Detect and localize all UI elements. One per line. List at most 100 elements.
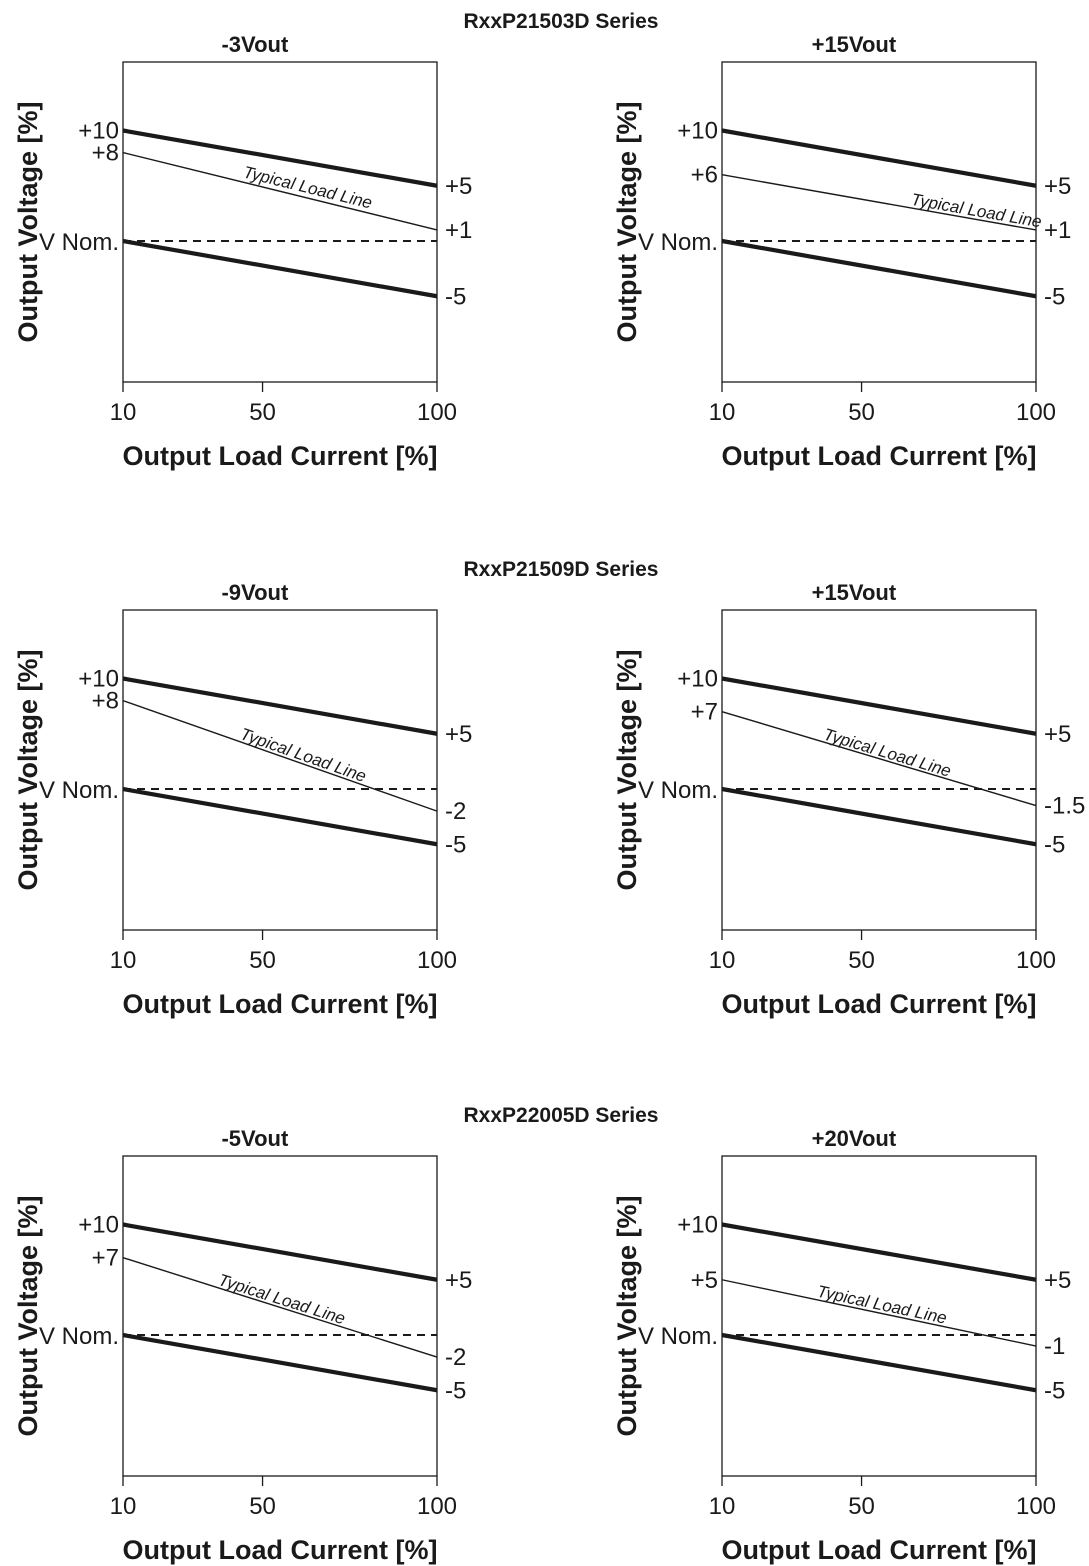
end-value-label: +1: [445, 217, 472, 244]
panel-title: +15Vout: [812, 32, 897, 57]
x-axis-label: Output Load Current [%]: [722, 441, 1037, 471]
nominal-label: V Nom.: [638, 777, 718, 804]
chart-panel: +15Vout +10 +5 +7 -1.5 Typical Load Line -5 V N…: [612, 580, 1085, 1019]
typical-load-line-label: Typical Load Line: [821, 725, 953, 781]
typical-load-line: [122, 1256, 438, 1358]
x-tick-label: 100: [1016, 1493, 1056, 1520]
end-value-label: -5: [1044, 283, 1065, 310]
x-tick-label: 10: [110, 947, 137, 974]
series-title: RxxP21503D Series: [464, 10, 659, 33]
x-axis-label: Output Load Current [%]: [123, 989, 438, 1019]
y-axis-label: Output Voltage [%]: [13, 1196, 43, 1437]
x-tick-label: 10: [110, 1493, 137, 1520]
plot-frame: [122, 61, 438, 383]
x-tick-label: 10: [110, 399, 137, 426]
x-tick-label: 50: [249, 399, 276, 426]
x-tick-label: 100: [417, 947, 457, 974]
typical-load-line-label: Typical Load Line: [910, 190, 1043, 232]
x-tick-label: 50: [848, 399, 875, 426]
panel-title: +15Vout: [812, 580, 897, 605]
limit-line: [721, 1222, 1037, 1282]
x-tick-label: 50: [249, 1493, 276, 1520]
x-tick-label: 10: [709, 947, 736, 974]
end-value-label: -5: [1044, 831, 1065, 858]
panel-title: -5Vout: [221, 1126, 288, 1151]
x-axis-label: Output Load Current [%]: [722, 989, 1037, 1019]
x-tick-label: 10: [709, 399, 736, 426]
nominal-label: V Nom.: [39, 777, 119, 804]
x-tick-label: 100: [417, 1493, 457, 1520]
x-tick-label: 100: [1016, 399, 1056, 426]
x-axis-label: Output Load Current [%]: [123, 441, 438, 471]
typical-load-line-label: Typical Load Line: [216, 1270, 348, 1328]
limit-line: [122, 676, 438, 736]
y-axis-label: Output Voltage [%]: [612, 650, 642, 891]
end-value-label: +5: [445, 173, 472, 200]
start-value-label: +7: [691, 699, 718, 726]
start-value-label: +10: [677, 118, 718, 145]
start-value-label: +8: [92, 688, 119, 715]
nominal-label: V Nom.: [638, 229, 718, 256]
limit-line: [122, 786, 438, 847]
series-title: RxxP22005D Series: [464, 1104, 659, 1127]
chart-panel: -9Vout +10 +5 +8 -2 Typical Load Line -5 V Nom.…: [13, 580, 472, 1019]
limit-line: [721, 676, 1037, 736]
x-axis-label: Output Load Current [%]: [722, 1535, 1037, 1565]
start-value-label: +6: [691, 162, 718, 189]
limit-line: [122, 238, 438, 299]
plot-frame: [721, 609, 1037, 931]
end-value-label: -5: [1044, 1377, 1065, 1404]
limit-line: [122, 128, 438, 188]
x-tick-label: 10: [709, 1493, 736, 1520]
end-value-label: -1: [1044, 1333, 1065, 1360]
y-axis-label: Output Voltage [%]: [13, 650, 43, 891]
y-axis-label: Output Voltage [%]: [612, 1196, 642, 1437]
end-value-label: -5: [445, 283, 466, 310]
plot-frame: [721, 61, 1037, 383]
plot-frame: [721, 1155, 1037, 1477]
end-value-label: +5: [1044, 1267, 1071, 1294]
limit-line: [721, 1332, 1037, 1393]
limit-line: [721, 786, 1037, 847]
end-value-label: +5: [445, 721, 472, 748]
typical-load-line: [721, 1279, 1037, 1347]
limit-line: [721, 238, 1037, 299]
typical-load-line: [122, 151, 438, 231]
start-value-label: +10: [78, 666, 119, 693]
start-value-label: +10: [677, 1212, 718, 1239]
x-tick-label: 100: [417, 399, 457, 426]
series-title: RxxP21509D Series: [464, 558, 659, 581]
end-value-label: -5: [445, 1377, 466, 1404]
start-value-label: +5: [691, 1267, 718, 1294]
nominal-label: V Nom.: [39, 1323, 119, 1350]
nominal-label: V Nom.: [638, 1323, 718, 1350]
panel-title: -3Vout: [221, 32, 288, 57]
panel-title: -9Vout: [221, 580, 288, 605]
end-value-label: +1: [1044, 217, 1071, 244]
start-value-label: +10: [78, 118, 119, 145]
typical-load-line: [122, 699, 438, 812]
x-tick-label: 50: [848, 947, 875, 974]
panel-title: +20Vout: [812, 1126, 897, 1151]
chart-panel: +20Vout +10 +5 +5 -1 Typical Load Line -5 V Nom…: [612, 1126, 1071, 1565]
end-value-label: -2: [445, 798, 466, 825]
limit-line: [721, 128, 1037, 188]
chart-panel: -5Vout +10 +5 +7 -2 Typical Load Line -5 V Nom.…: [13, 1126, 472, 1565]
end-value-label: -5: [445, 831, 466, 858]
y-axis-label: Output Voltage [%]: [13, 102, 43, 343]
typical-load-line: [721, 174, 1037, 231]
x-axis-label: Output Load Current [%]: [123, 1535, 438, 1565]
typical-load-line-label: Typical Load Line: [815, 1282, 948, 1328]
end-value-label: -1.5: [1044, 793, 1085, 820]
typical-load-line-label: Typical Load Line: [238, 724, 369, 786]
start-value-label: +8: [92, 140, 119, 167]
plot-frame: [122, 609, 438, 931]
x-tick-label: 100: [1016, 947, 1056, 974]
limit-line: [122, 1332, 438, 1393]
start-value-label: +10: [78, 1212, 119, 1239]
nominal-label: V Nom.: [39, 229, 119, 256]
plot-frame: [122, 1155, 438, 1477]
